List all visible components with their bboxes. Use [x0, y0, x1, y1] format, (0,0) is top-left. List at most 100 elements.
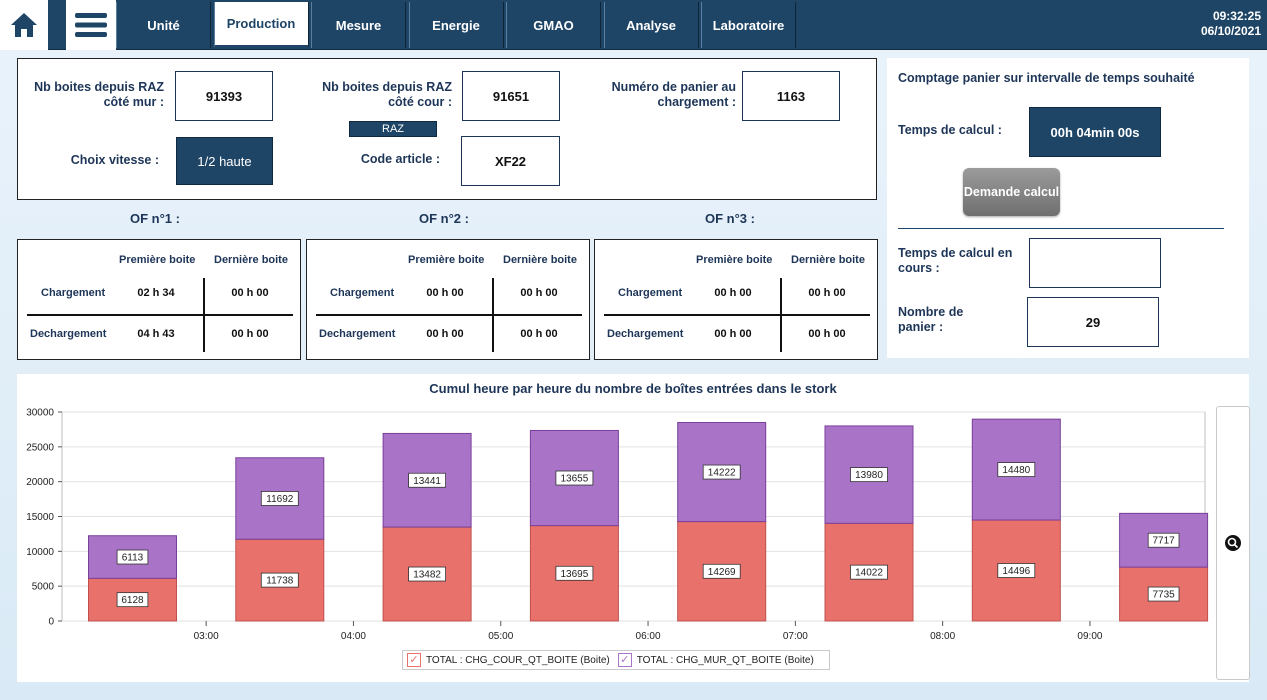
mur-count-value: 91393 — [175, 71, 273, 121]
panier-number-label: Numéro de panier au chargement : — [611, 80, 736, 109]
comptage-title: Comptage panier sur intervalle de temps … — [898, 71, 1195, 85]
divider — [27, 314, 293, 316]
tab-production[interactable]: Production — [213, 2, 309, 48]
dechargement-last: 00 h 00 — [520, 328, 558, 340]
cour-count-value: 91651 — [462, 71, 560, 121]
data-label-box — [1147, 586, 1180, 602]
x-tick-label: 06:00 — [636, 631, 661, 642]
article-code-value: XF22 — [461, 136, 560, 186]
legend-label-cour: TOTAL : CHG_COUR_QT_BOITE (Boite) — [426, 654, 610, 666]
data-label: 14022 — [855, 568, 883, 579]
dechargement-first: 00 h 00 — [714, 328, 752, 340]
divider — [203, 278, 205, 352]
dechargement-first: 00 h 00 — [426, 328, 464, 340]
data-label: 6128 — [121, 595, 144, 606]
col-header-last: Dernière boite — [214, 254, 288, 266]
temps-calcul-value[interactable]: 00h 04min 00s — [1029, 107, 1161, 157]
x-tick-label: 08:00 — [930, 631, 955, 642]
y-tick-label: 30000 — [26, 408, 54, 419]
of-title: OF n°3 : — [705, 211, 755, 226]
tab-gmao[interactable]: GMAO — [506, 2, 601, 48]
chargement-last: 00 h 00 — [808, 287, 846, 299]
chargement-first: 02 h 34 — [137, 287, 175, 299]
of-title: OF n°1 : — [130, 211, 180, 226]
cour-count-label: Nb boites depuis RAZ côté cour : — [322, 80, 452, 109]
data-label: 13482 — [413, 570, 441, 581]
legend-item-mur[interactable]: ✓ TOTAL : CHG_MUR_QT_BOITE (Boite) — [617, 653, 814, 667]
x-tick-label: 05:00 — [488, 631, 513, 642]
checkbox-icon[interactable]: ✓ — [617, 653, 632, 667]
data-label: 13695 — [560, 569, 588, 580]
data-label-box — [260, 491, 299, 506]
x-tick-label: 07:00 — [783, 631, 808, 642]
divider — [492, 278, 494, 352]
vitesse-label: Choix vitesse : — [70, 153, 159, 167]
of-table-2: Première boite Dernière boite Chargement De… — [306, 239, 590, 360]
row-label-dechargement: Dechargement — [30, 328, 107, 340]
data-label-box — [997, 462, 1036, 477]
chargement-first: 00 h 00 — [714, 287, 752, 299]
zoom-icon[interactable] — [1224, 534, 1242, 552]
col-header-first: Première boite — [696, 254, 773, 266]
data-label: 6113 — [122, 553, 144, 564]
data-label-box — [997, 563, 1036, 578]
of-table-3: Première boite Dernière boite Chargement De… — [594, 239, 878, 360]
row-label-dechargement: Dechargement — [319, 328, 396, 340]
data-label-box — [116, 592, 149, 608]
row-label-chargement: Chargement — [618, 287, 683, 299]
checkbox-icon[interactable]: ✓ — [407, 653, 421, 667]
data-label: 13980 — [855, 470, 883, 481]
of-table-1: Première boite Dernière boite Chargement De… — [17, 239, 301, 360]
data-label-box — [702, 563, 741, 579]
data-label: 11738 — [266, 576, 294, 587]
y-tick-label: 15000 — [26, 512, 54, 523]
data-label: 7735 — [1152, 590, 1175, 601]
data-label: 11692 — [266, 494, 294, 505]
hamburger-icon — [75, 13, 107, 37]
col-header-last: Dernière boite — [503, 254, 577, 266]
data-label-box — [408, 472, 447, 488]
col-header-first: Première boite — [408, 254, 485, 266]
chargement-last: 00 h 00 — [231, 287, 269, 299]
demande-calcul-button[interactable]: Demande calcul — [963, 168, 1060, 216]
data-label-box — [260, 572, 299, 588]
x-tick-label: 04:00 — [341, 631, 366, 642]
nombre-panier-value: 29 — [1027, 297, 1159, 347]
clock: 09:32:25 06/10/2021 — [1201, 9, 1261, 39]
y-tick-label: 10000 — [26, 547, 54, 558]
separator — [898, 228, 1224, 229]
data-label-box — [1147, 532, 1180, 548]
home-button[interactable] — [0, 0, 48, 50]
legend-label-mur: TOTAL : CHG_MUR_QT_BOITE (Boite) — [636, 654, 814, 666]
tab-energie[interactable]: Energie — [408, 2, 504, 48]
data-label-box — [850, 564, 888, 580]
data-label-box — [555, 565, 594, 581]
tab-mesure[interactable]: Mesure — [311, 2, 406, 48]
y-tick-label: 5000 — [32, 582, 55, 593]
divider — [780, 278, 782, 352]
legend-item-cour[interactable]: ✓ TOTAL : CHG_COUR_QT_BOITE (Boite) — [407, 653, 610, 667]
nombre-panier-label: Nombre de panier : — [898, 305, 964, 334]
data-label-box — [408, 566, 447, 582]
row-label-chargement: Chargement — [41, 287, 106, 299]
panier-number-value: 1163 — [742, 71, 840, 121]
data-label: 14222 — [708, 468, 736, 479]
tab-analyse[interactable]: Analyse — [603, 2, 699, 48]
divider — [604, 314, 870, 316]
temps-encours-value — [1029, 238, 1161, 288]
of-title: OF n°2 : — [419, 211, 469, 226]
data-label-box — [702, 464, 741, 480]
tab-unité[interactable]: Unité — [116, 2, 211, 48]
menu-button[interactable] — [66, 0, 116, 50]
data-label: 13441 — [413, 476, 441, 487]
raz-button[interactable]: RAZ — [349, 121, 437, 137]
data-label: 13655 — [560, 474, 588, 485]
tab-laboratoire[interactable]: Laboratoire — [701, 2, 796, 48]
chargement-first: 00 h 00 — [426, 287, 464, 299]
home-icon — [11, 13, 37, 37]
data-label: 14480 — [1002, 465, 1030, 476]
data-label-box — [850, 467, 888, 483]
data-label: 14269 — [708, 567, 736, 578]
vitesse-selector[interactable]: 1/2 haute — [176, 137, 273, 185]
x-tick-label: 03:00 — [194, 631, 219, 642]
